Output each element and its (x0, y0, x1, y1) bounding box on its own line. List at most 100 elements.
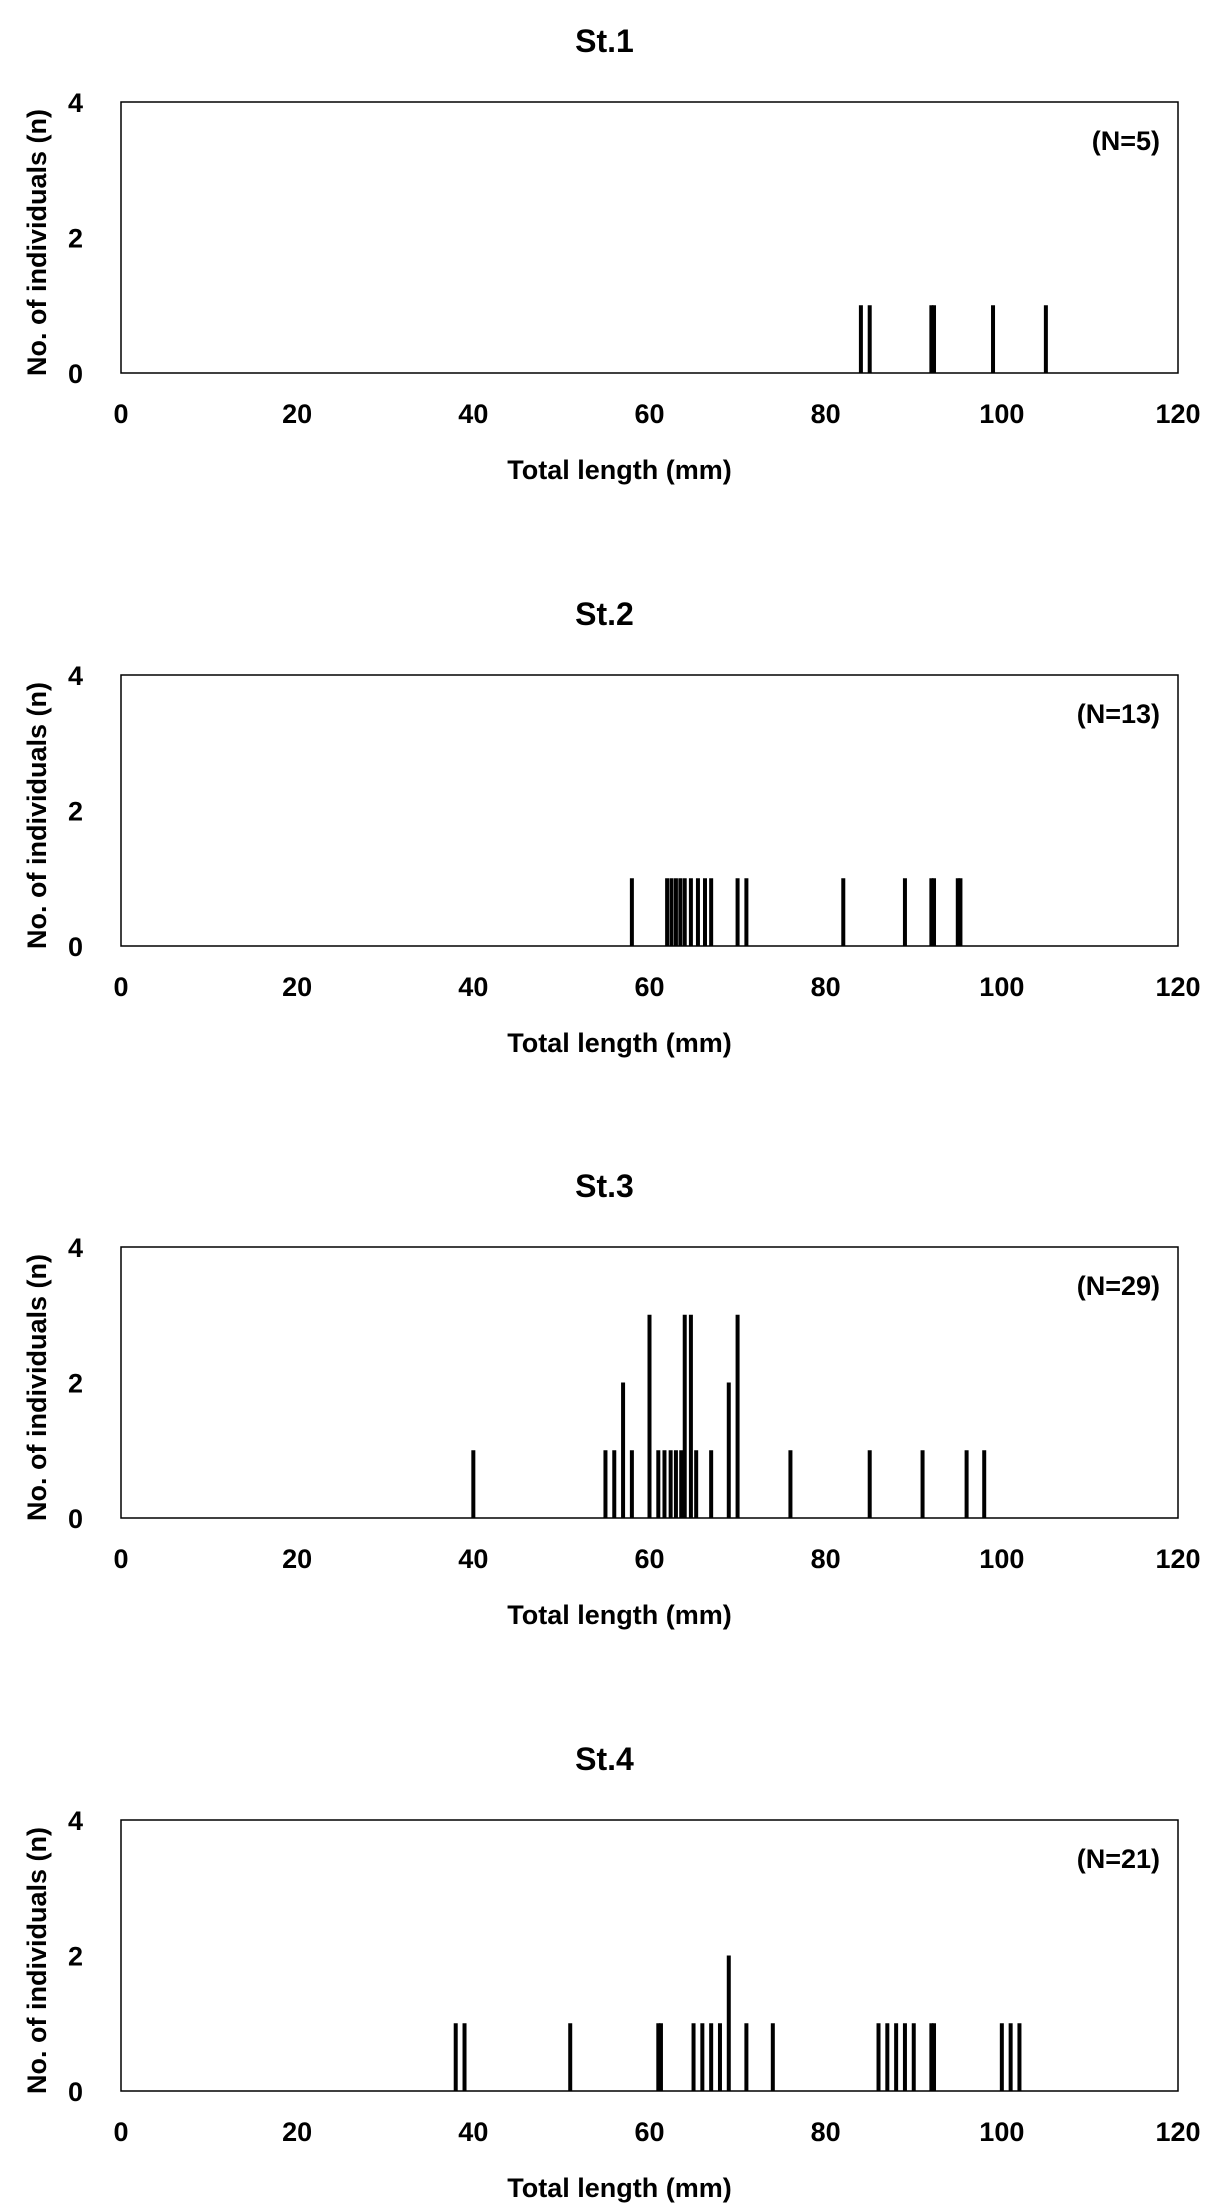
bar (876, 2023, 881, 2091)
x-tick-label: 100 (979, 972, 1024, 1002)
bar (1043, 305, 1048, 373)
bar (673, 1450, 678, 1518)
y-axis-label: No. of individuals (n) (22, 1827, 52, 2094)
bar (929, 2023, 934, 2091)
x-tick-label: 100 (979, 1544, 1024, 1574)
x-tick-label: 0 (113, 2117, 128, 2147)
bar (932, 305, 937, 373)
bar (709, 2023, 714, 2091)
y-tick-label: 0 (68, 932, 83, 962)
bar (673, 878, 678, 946)
bar (709, 1450, 714, 1518)
bar (1017, 2023, 1022, 2091)
bar (682, 878, 687, 946)
bar (656, 1450, 661, 1518)
bar (735, 1314, 740, 1518)
bar (929, 878, 934, 946)
bar (894, 2023, 899, 2091)
bar (691, 2023, 696, 2091)
x-tick-label: 0 (113, 1544, 128, 1574)
y-axis-label: No. of individuals (n) (22, 1254, 52, 1521)
bar (735, 878, 740, 946)
bar (744, 2023, 749, 2091)
y-axis-label: No. of individuals (n) (22, 682, 52, 949)
bar (603, 1450, 608, 1518)
x-tick-label: 100 (979, 2117, 1024, 2147)
bar (964, 1450, 969, 1518)
x-tick-label: 20 (282, 2117, 312, 2147)
x-tick-label: 60 (634, 1544, 664, 1574)
bar (656, 2023, 661, 2091)
bar (695, 878, 700, 946)
y-tick-label: 2 (68, 1369, 83, 1399)
sample-size-label: (N=13) (1077, 699, 1160, 729)
y-tick-label: 4 (68, 1233, 83, 1263)
bar (629, 1450, 634, 1518)
bar (700, 2023, 705, 2091)
x-tick-label: 100 (979, 399, 1024, 429)
x-tick-label: 0 (113, 972, 128, 1002)
y-tick-label: 0 (68, 2077, 83, 2107)
y-tick-label: 2 (68, 224, 83, 254)
bar (682, 1314, 687, 1518)
bar (955, 878, 960, 946)
y-tick-label: 4 (68, 661, 83, 691)
bar (858, 305, 863, 373)
y-tick-label: 2 (68, 797, 83, 827)
x-tick-label: 120 (1155, 2117, 1200, 2147)
bar (568, 2023, 573, 2091)
bar (717, 2023, 722, 2091)
x-tick-label: 80 (811, 399, 841, 429)
bar (867, 1450, 872, 1518)
chart-title: St.3 (575, 1168, 634, 1204)
x-tick-label: 0 (113, 399, 128, 429)
bar (744, 878, 749, 946)
bar (932, 2023, 937, 2091)
bar (629, 878, 634, 946)
x-tick-label: 120 (1155, 1544, 1200, 1574)
y-tick-label: 4 (68, 1806, 83, 1836)
x-tick-label: 40 (458, 1544, 488, 1574)
bar (867, 305, 872, 373)
x-tick-label: 20 (282, 399, 312, 429)
bar (647, 1314, 652, 1518)
plot-frame (120, 101, 1179, 374)
y-axis-label: No. of individuals (n) (22, 109, 52, 376)
sample-size-label: (N=5) (1092, 126, 1160, 156)
bar (658, 2023, 663, 2091)
bar (902, 878, 907, 946)
bar (702, 878, 707, 946)
x-tick-label: 40 (458, 2117, 488, 2147)
bar (770, 2023, 775, 2091)
bar (688, 878, 693, 946)
bar (902, 2023, 907, 2091)
x-tick-label: 120 (1155, 972, 1200, 1002)
bar (665, 878, 670, 946)
x-tick-label: 80 (811, 1544, 841, 1574)
chart-title: St.1 (575, 23, 634, 59)
bar (885, 2023, 890, 2091)
x-tick-label: 80 (811, 2117, 841, 2147)
bar (841, 878, 846, 946)
bar (668, 1450, 673, 1518)
x-tick-label: 80 (811, 972, 841, 1002)
x-tick-label: 40 (458, 399, 488, 429)
bar (462, 2023, 467, 2091)
x-tick-label: 40 (458, 972, 488, 1002)
y-tick-label: 4 (68, 88, 83, 118)
plot-frame (120, 1819, 1179, 2092)
y-tick-label: 2 (68, 1942, 83, 1972)
x-tick-label: 60 (634, 972, 664, 1002)
x-axis-label: Total length (mm) (507, 1600, 731, 1630)
bar (679, 1450, 684, 1518)
bar (920, 1450, 925, 1518)
bar (726, 1955, 731, 2091)
x-tick-label: 20 (282, 1544, 312, 1574)
bar (453, 2023, 458, 2091)
bar (662, 1450, 667, 1518)
